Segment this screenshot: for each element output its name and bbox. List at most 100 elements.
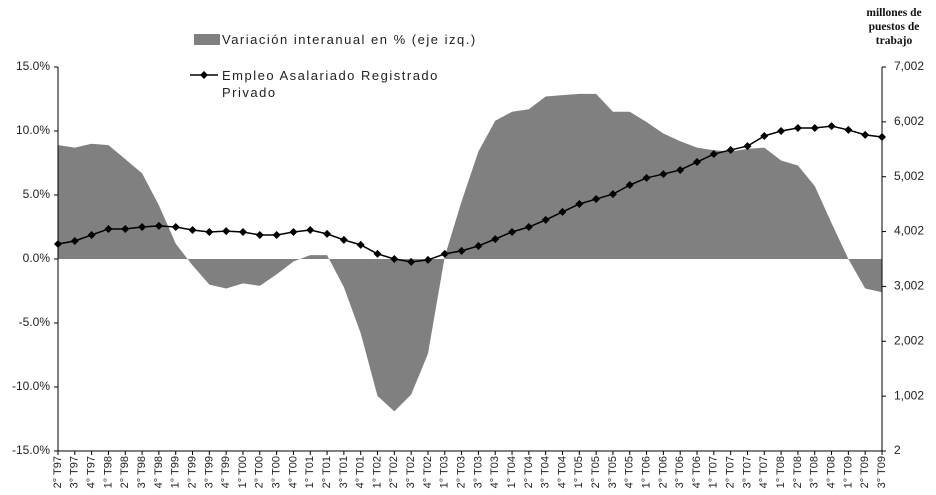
x-tick-label: 4° T04	[556, 456, 568, 488]
y2-tick-label: 2,002	[894, 333, 924, 347]
y-tick-label: 0.0%	[23, 251, 51, 265]
marker	[289, 227, 298, 236]
x-tick-label: 2° T99	[186, 456, 198, 488]
x-tick-label: 3° T98	[136, 456, 148, 488]
y2-tick-label: 4,002	[894, 224, 924, 238]
x-tick-label: 1° T08	[775, 456, 787, 488]
y-tick-label: -10.0%	[12, 379, 50, 393]
y2-tick-label: 1,002	[894, 388, 924, 402]
marker	[508, 227, 517, 236]
x-tick-label: 3° T97	[69, 456, 81, 488]
x-tick-label: 2° T01	[321, 456, 333, 488]
x-tick-label: 3° T00	[271, 456, 283, 488]
marker	[608, 190, 617, 199]
x-tick-label: 1° T05	[573, 456, 585, 488]
marker	[138, 223, 147, 232]
x-tick-label: 1° T00	[237, 456, 249, 488]
marker	[238, 227, 247, 236]
x-tick-label: 1° T04	[506, 456, 518, 488]
x-tick-label: 2° T09	[859, 456, 871, 488]
x-tick-label: 4° T00	[287, 456, 299, 488]
marker	[70, 237, 79, 246]
y2-tick-label: 2	[894, 443, 901, 457]
marker	[306, 226, 315, 235]
x-tick-label: 3° T03	[472, 456, 484, 488]
marker	[339, 235, 348, 244]
marker	[154, 221, 163, 230]
x-tick-label: 4° T02	[422, 456, 434, 488]
x-tick-label: 3° T09	[876, 456, 888, 488]
marker	[541, 215, 550, 224]
marker	[810, 124, 819, 133]
marker	[642, 173, 651, 182]
x-tick-label: 1° T06	[640, 456, 652, 488]
y2-axis-title: millones de puestos de trabajo	[866, 7, 922, 47]
marker	[121, 224, 130, 233]
marker	[793, 124, 802, 133]
x-tick-label: 2° T04	[523, 456, 535, 488]
marker	[709, 150, 718, 159]
marker	[440, 249, 449, 258]
marker	[659, 170, 668, 179]
y2-tick-label: 6,002	[894, 114, 924, 128]
x-tick-label: 1° T03	[439, 456, 451, 488]
marker	[777, 127, 786, 136]
marker	[390, 255, 399, 263]
x-tick-label: 4° T06	[691, 456, 703, 488]
marker	[693, 158, 702, 167]
x-tick-label: 3° T02	[405, 456, 417, 488]
marker	[423, 255, 432, 264]
marker	[205, 227, 214, 236]
y-tick-label: 10.0%	[16, 123, 50, 137]
x-tick-label: 4° T98	[153, 456, 165, 488]
marker	[104, 224, 113, 233]
x-tick-label: 4° T05	[624, 456, 636, 488]
marker	[726, 145, 735, 154]
x-tick-label: 3° T06	[674, 456, 686, 488]
marker	[491, 235, 500, 244]
y2-tick-label: 3,002	[894, 279, 924, 293]
marker	[676, 165, 685, 174]
x-tick-label: 3° T01	[338, 456, 350, 488]
y-tick-label: 15.0%	[16, 59, 50, 73]
marker	[323, 229, 332, 238]
marker	[188, 226, 197, 235]
x-tick-label: 3° T99	[203, 456, 215, 488]
x-tick-label: 2° T03	[455, 456, 467, 488]
marker	[87, 230, 96, 239]
x-tick-label: 1° T07	[708, 456, 720, 488]
x-tick-label: 2° T06	[657, 456, 669, 488]
x-tick-label: 1° T02	[371, 456, 383, 488]
marker	[407, 257, 416, 266]
y-tick-label: -5.0%	[19, 315, 51, 329]
marker	[373, 249, 382, 258]
x-tick-label: 4° T07	[758, 456, 770, 488]
legend-label: Variación interanual en % (eje izq.)	[222, 32, 477, 47]
y2-tick-label: 7,002	[894, 59, 924, 73]
x-tick-label: 3° T08	[809, 456, 821, 488]
x-tick-label: 3° T04	[540, 456, 552, 488]
marker	[760, 131, 769, 140]
legend-label: Empleo Asalariado Registrado Privado	[222, 68, 439, 100]
x-tick-label: 2° T98	[119, 456, 131, 488]
x-tick-label: 2° T97	[52, 456, 64, 488]
y2-tick-label: 5,002	[894, 169, 924, 183]
x-tick-label: 2° T08	[792, 456, 804, 488]
x-tick-label: 1° T09	[842, 456, 854, 488]
marker	[222, 227, 231, 236]
x-tick-label: 1° T98	[102, 456, 114, 488]
marker	[592, 195, 601, 204]
y-tick-label: -15.0%	[12, 443, 50, 457]
marker	[861, 130, 870, 139]
x-tick-label: 4° T03	[489, 456, 501, 488]
marker	[558, 207, 567, 216]
x-tick-label: 3° T07	[741, 456, 753, 488]
x-tick-label: 4° T99	[220, 456, 232, 488]
x-tick-label: 1° T01	[304, 456, 316, 488]
marker	[457, 246, 466, 255]
marker	[625, 181, 634, 190]
x-tick-label: 3° T05	[607, 456, 619, 488]
x-tick-label: 2° T05	[590, 456, 602, 488]
